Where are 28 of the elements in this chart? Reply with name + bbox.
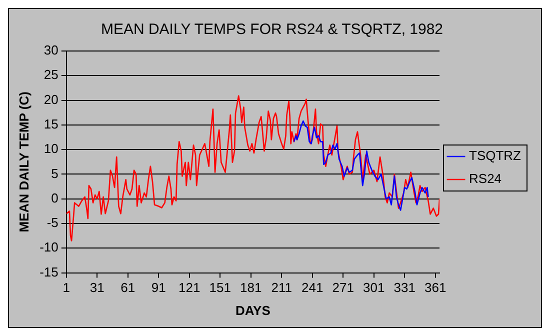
x-tick-label: 271 bbox=[332, 280, 354, 296]
x-tick-label: 241 bbox=[302, 280, 324, 296]
x-tick-label: 91 bbox=[151, 280, 166, 296]
y-tick-label: 20 bbox=[44, 92, 58, 107]
y-tick-label: -15 bbox=[40, 264, 58, 280]
chart-title: MEAN DAILY TEMPS FOR RS24 & TSQRTZ, 1982 bbox=[100, 21, 444, 38]
legend-label: RS24 bbox=[469, 171, 502, 186]
x-tick-label: 181 bbox=[240, 280, 262, 296]
y-tick-label: 5 bbox=[51, 166, 58, 181]
x-tick-label: 331 bbox=[394, 280, 416, 296]
y-axis-title: MEAN DAILY TEMP (C) bbox=[16, 92, 32, 232]
y-tick-label: 15 bbox=[44, 116, 58, 132]
x-tick-label: 361 bbox=[424, 280, 446, 296]
y-tick-label: -10 bbox=[40, 240, 58, 255]
y-tick-label: -5 bbox=[46, 215, 58, 230]
y-tick-label: 0 bbox=[51, 190, 58, 206]
x-tick-label: 1 bbox=[62, 280, 70, 296]
x-tick-label: 151 bbox=[209, 280, 231, 296]
x-tick-label: 211 bbox=[271, 280, 292, 296]
y-tick-label: 30 bbox=[44, 42, 58, 58]
x-axis-title: DAYS bbox=[235, 302, 271, 318]
legend-label: TSQTRZ bbox=[469, 148, 522, 164]
x-tick-label: 301 bbox=[363, 280, 385, 296]
y-tick-label: 10 bbox=[44, 141, 58, 156]
x-tick-label: 31 bbox=[90, 280, 104, 296]
y-tick-label: 25 bbox=[44, 67, 58, 82]
x-tick-label: 121 bbox=[178, 280, 200, 296]
x-tick-label: 61 bbox=[120, 280, 136, 296]
